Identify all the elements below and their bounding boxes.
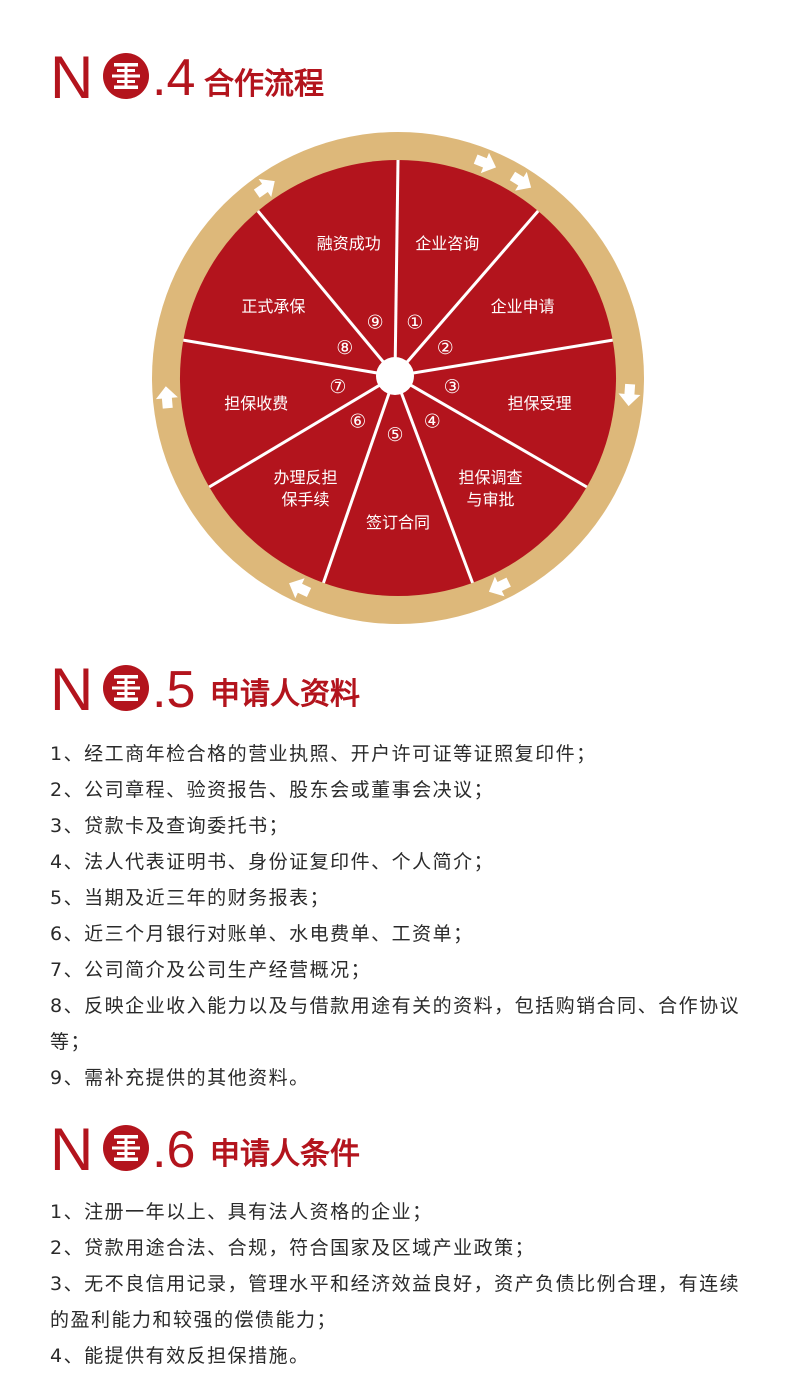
wheel-divider bbox=[256, 210, 397, 377]
heading-title: 合作流程 bbox=[204, 67, 324, 102]
wheel-divider bbox=[393, 375, 474, 584]
list-item: 5、当期及近三年的财务报表； bbox=[50, 887, 331, 909]
flow-arrow-icon bbox=[253, 178, 275, 198]
flow-arrow-icon bbox=[289, 578, 312, 599]
wheel-step-number: ④ bbox=[424, 410, 441, 432]
wheel-divider bbox=[393, 210, 540, 377]
wheel-step-number: ⑧ bbox=[336, 337, 353, 359]
list-item: 2、贷款用途合法、合规，符合国家及区域产业政策； bbox=[50, 1237, 536, 1259]
heading-number: .4 bbox=[152, 49, 196, 107]
brand-seal-icon bbox=[103, 665, 149, 711]
list-item: 3、贷款卡及查询委托书； bbox=[50, 815, 290, 837]
wheel-segment-label: 企业咨询 bbox=[415, 234, 479, 253]
heading-letter-n: N bbox=[50, 1116, 94, 1183]
heading-title: 申请人资料 bbox=[210, 677, 360, 712]
list-item: 2、公司章程、验资报告、股东会或董事会决议； bbox=[50, 779, 495, 801]
wheel-segment bbox=[209, 376, 395, 583]
wheel-step-number: ⑥ bbox=[349, 410, 366, 432]
wheel-segment-label: 企业申请 bbox=[491, 297, 555, 316]
wheel-divider bbox=[322, 375, 397, 584]
wheel-segment-label: 担保受理 bbox=[508, 394, 572, 413]
wheel-segment-label: 担保调查与审批 bbox=[458, 468, 522, 509]
list-item: 6、近三个月银行对账单、水电费单、工资单； bbox=[50, 923, 474, 945]
list-item: 1、注册一年以上、具有法人资格的企业； bbox=[50, 1201, 433, 1223]
wheel-segment bbox=[257, 160, 398, 376]
wheel-step-number: ③ bbox=[444, 376, 461, 398]
list-item: 7、公司简介及公司生产经营概况； bbox=[50, 959, 372, 981]
list-item: 4、法人代表证明书、身份证复印件、个人简介； bbox=[50, 851, 495, 873]
list-item: 3、无不良信用记录，管理水平和经济效益良好，资产负债比例合理，有连续的盈利能力和… bbox=[50, 1273, 741, 1331]
wheel-segment bbox=[395, 340, 617, 487]
wheel-divider bbox=[394, 374, 588, 489]
flow-arrow-icon bbox=[488, 576, 511, 597]
materials-list: 1、经工商年检合格的营业执照、开户许可证等证照复印件； 2、公司章程、验资报告、… bbox=[50, 736, 760, 1096]
heading-letter-n: N bbox=[50, 656, 94, 723]
flow-arrow-icon bbox=[509, 171, 532, 191]
list-item: 4、能提供有效反担保措施。 bbox=[50, 1345, 310, 1367]
wheel-segment bbox=[183, 211, 395, 376]
wheel-step-number: ② bbox=[437, 337, 454, 359]
conditions-list: 1、注册一年以上、具有法人资格的企业； 2、贷款用途合法、合规，符合国家及区域产… bbox=[50, 1194, 760, 1374]
wheel-segment bbox=[395, 211, 613, 376]
wheel-segment bbox=[395, 160, 539, 376]
wheel-segment-label: 融资成功 bbox=[317, 234, 381, 253]
wheel-segment-label: 担保收费 bbox=[224, 394, 288, 413]
wheel-hub bbox=[376, 357, 414, 395]
wheel-step-number: ⑤ bbox=[386, 424, 403, 446]
heading-number: .6 bbox=[152, 1121, 196, 1179]
wheel-segment bbox=[179, 340, 395, 487]
brand-seal-icon bbox=[103, 1125, 149, 1171]
list-item: 8、反映企业收入能力以及与借款用途有关的资料，包括购销合同、合作协议等； bbox=[50, 995, 741, 1053]
wheel-segment-label: 正式承保 bbox=[241, 297, 305, 316]
flow-arrow-icon bbox=[155, 386, 178, 409]
wheel-divider bbox=[394, 338, 613, 378]
wheel-segment bbox=[395, 376, 587, 583]
heading-number: .5 bbox=[152, 661, 196, 719]
flow-arrow-icon bbox=[473, 152, 497, 174]
heading-letter-n: N bbox=[50, 44, 94, 111]
wheel-step-number: ⑦ bbox=[329, 376, 346, 398]
flow-arrow-icon bbox=[618, 383, 641, 407]
wheel-segment bbox=[323, 376, 473, 596]
brand-seal-icon bbox=[103, 53, 149, 99]
heading-title: 申请人条件 bbox=[210, 1137, 360, 1172]
wheel-segment-label: 办理反担保手续 bbox=[274, 468, 338, 509]
wheel-segment-label: 签订合同 bbox=[366, 513, 430, 532]
wheel-step-number: ⑨ bbox=[367, 311, 384, 333]
wheel-divider bbox=[183, 338, 396, 378]
wheel-divider bbox=[208, 374, 396, 489]
wheel-step-number: ① bbox=[406, 311, 423, 333]
wheel-divider bbox=[393, 159, 400, 377]
list-item: 1、经工商年检合格的营业执照、开户许可证等证照复印件； bbox=[50, 743, 597, 765]
list-item: 9、需补充提供的其他资料。 bbox=[50, 1067, 310, 1089]
